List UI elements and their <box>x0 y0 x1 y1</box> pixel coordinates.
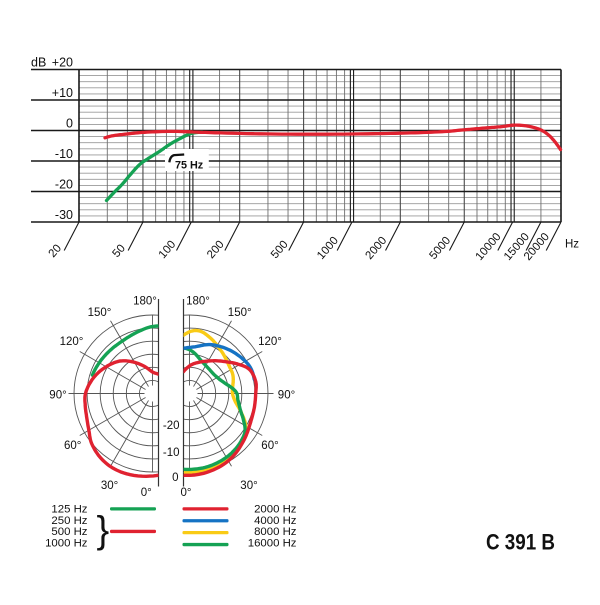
svg-text:90°: 90° <box>49 390 66 402</box>
svg-text:180°: 180° <box>133 296 157 308</box>
svg-text:0: 0 <box>66 117 73 131</box>
svg-text:125 Hz: 125 Hz <box>51 504 87 516</box>
svg-text:2000 Hz: 2000 Hz <box>254 504 297 516</box>
svg-text:0°: 0° <box>181 487 192 499</box>
svg-text:30°: 30° <box>240 480 257 492</box>
svg-text:30°: 30° <box>101 480 118 492</box>
svg-text:-30: -30 <box>55 208 73 222</box>
svg-text:0°: 0° <box>141 487 152 499</box>
svg-text:60°: 60° <box>261 440 278 452</box>
svg-text:90°: 90° <box>278 390 295 402</box>
svg-text:120°: 120° <box>258 336 282 348</box>
svg-text:8000 Hz: 8000 Hz <box>254 526 297 538</box>
svg-text:-20: -20 <box>163 420 180 432</box>
svg-text:1000 Hz: 1000 Hz <box>45 537 88 549</box>
svg-text:120°: 120° <box>60 336 84 348</box>
svg-text:180°: 180° <box>186 296 210 308</box>
svg-text:+10: +10 <box>52 86 73 100</box>
svg-text:-10: -10 <box>163 447 180 459</box>
svg-text:250 Hz: 250 Hz <box>51 515 87 527</box>
svg-text:-10: -10 <box>55 147 73 161</box>
svg-text:0: 0 <box>172 472 178 484</box>
svg-text:dB: dB <box>31 56 46 70</box>
svg-text:500 Hz: 500 Hz <box>51 526 87 538</box>
svg-text:C 391 B: C 391 B <box>486 530 555 555</box>
svg-text:+20: +20 <box>52 56 73 70</box>
svg-text:-20: -20 <box>55 178 73 192</box>
svg-text:75 Hz: 75 Hz <box>175 160 204 172</box>
svg-text:150°: 150° <box>228 307 252 319</box>
svg-text:4000 Hz: 4000 Hz <box>254 515 297 527</box>
svg-text:16000 Hz: 16000 Hz <box>248 537 297 549</box>
svg-text:60°: 60° <box>64 440 81 452</box>
svg-text:150°: 150° <box>88 307 112 319</box>
svg-text:Hz: Hz <box>565 239 579 251</box>
svg-text:}: } <box>97 509 110 551</box>
